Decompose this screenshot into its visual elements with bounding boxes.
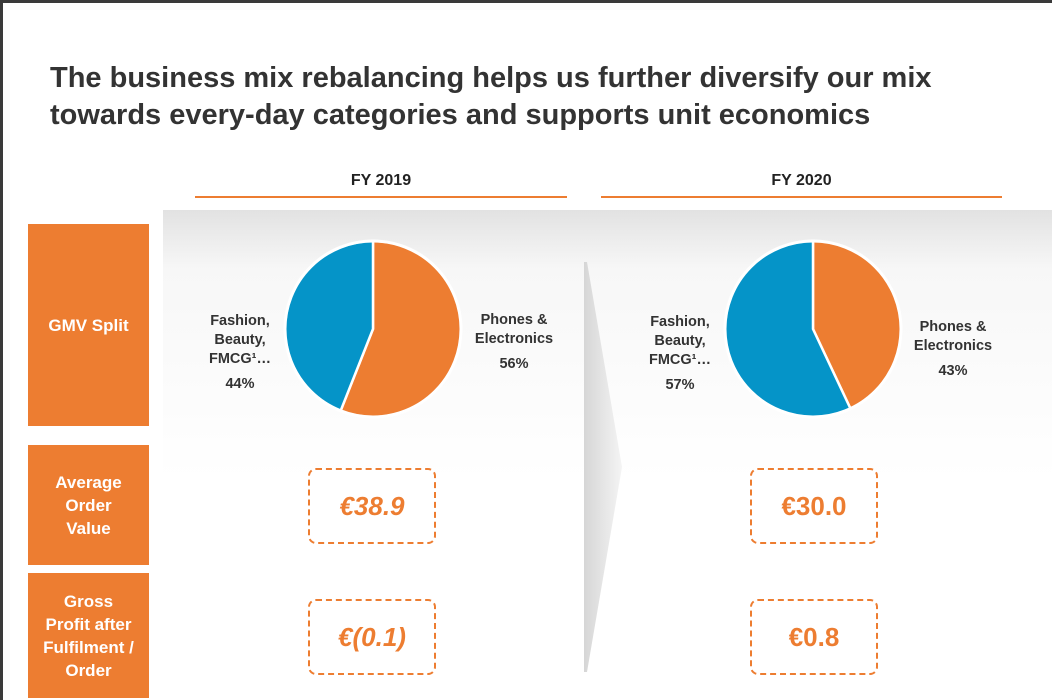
pie-label-phones-fy2019: Phones & Electronics 56%: [468, 311, 560, 374]
row-label-gross-profit: Gross Profit after Fulfilment / Order: [28, 573, 149, 698]
pie-label-fashion-fy2020: Fashion, Beauty, FMCG¹… 57%: [640, 313, 720, 395]
chevron-arrow-icon: [584, 262, 622, 672]
pie-pct-fashion-fy2019: 44%: [225, 376, 255, 392]
year-header-fy2020: FY 2020: [771, 172, 832, 189]
gp-value-fy2019: €(0.1): [308, 599, 436, 675]
year-underline-fy2019: [195, 196, 567, 198]
pie-outline: [283, 239, 463, 419]
aov-value-fy2019: €38.9: [308, 468, 436, 544]
top-border: [0, 0, 1052, 3]
pie-chart-fy2020: [723, 239, 903, 419]
pie-label-fashion-fy2019: Fashion, Beauty, FMCG¹… 44%: [200, 312, 280, 394]
year-underline-fy2020: [601, 196, 1002, 198]
row-label-gmv-split: GMV Split: [28, 224, 149, 426]
year-header-fy2019: FY 2019: [350, 172, 412, 189]
slide-title: The business mix rebalancing helps us fu…: [50, 62, 932, 131]
pie-outline: [723, 239, 903, 419]
pie-pct-phones-fy2019: 56%: [499, 356, 529, 372]
pie-chart-fy2019: [283, 239, 463, 419]
pie-pct-phones-fy2020: 43%: [938, 363, 968, 379]
gp-value-fy2020: €0.8: [750, 599, 878, 675]
pie-label-phones-fy2020: Phones & Electronics 43%: [907, 318, 999, 381]
left-border: [0, 0, 3, 700]
aov-value-fy2020: €30.0: [750, 468, 878, 544]
pie-pct-fashion-fy2020: 57%: [665, 377, 695, 393]
row-label-average-order-value: Average Order Value: [28, 445, 149, 565]
